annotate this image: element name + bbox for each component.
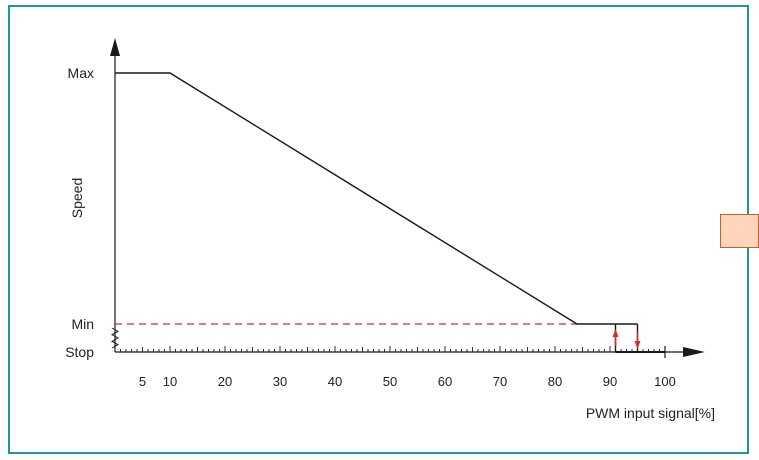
- x-tick-label-40: 40: [328, 374, 342, 389]
- x-tick-label-100: 100: [654, 374, 676, 389]
- speed-curve: [115, 72, 665, 353]
- y-level-label-max: Max: [68, 65, 94, 81]
- x-tick-label-30: 30: [273, 374, 287, 389]
- x-tick-label-10: 10: [163, 374, 177, 389]
- side-box: [720, 214, 759, 248]
- y-level-label-min: Min: [71, 316, 94, 332]
- x-tick-label-90: 90: [603, 374, 617, 389]
- arrow-down-head: [634, 341, 641, 349]
- y-axis-arrow: [110, 38, 120, 56]
- labels: 5 10 20 30 40 50 60 70 80 90 100 Stop Min Max Speed PWM…: [65, 65, 715, 421]
- x-tick-label-60: 60: [438, 374, 452, 389]
- x-tick-label-20: 20: [218, 374, 232, 389]
- x-axis-arrow: [683, 347, 705, 357]
- x-ticks: [120, 346, 666, 358]
- axis-break: [110, 327, 120, 349]
- speed-series-0: [115, 72, 638, 325]
- chart-frame: [8, 5, 749, 454]
- y-axis-title: Speed: [69, 178, 85, 218]
- x-tick-label-80: 80: [548, 374, 562, 389]
- x-tick-label-50: 50: [383, 374, 397, 389]
- arrow-up-head: [612, 329, 619, 337]
- x-tick-label-5: 5: [139, 374, 146, 389]
- x-tick-label-70: 70: [493, 374, 507, 389]
- x-axis-title: PWM input signal[%]: [586, 405, 715, 421]
- axes: [110, 38, 705, 357]
- y-level-label-stop: Stop: [65, 344, 94, 360]
